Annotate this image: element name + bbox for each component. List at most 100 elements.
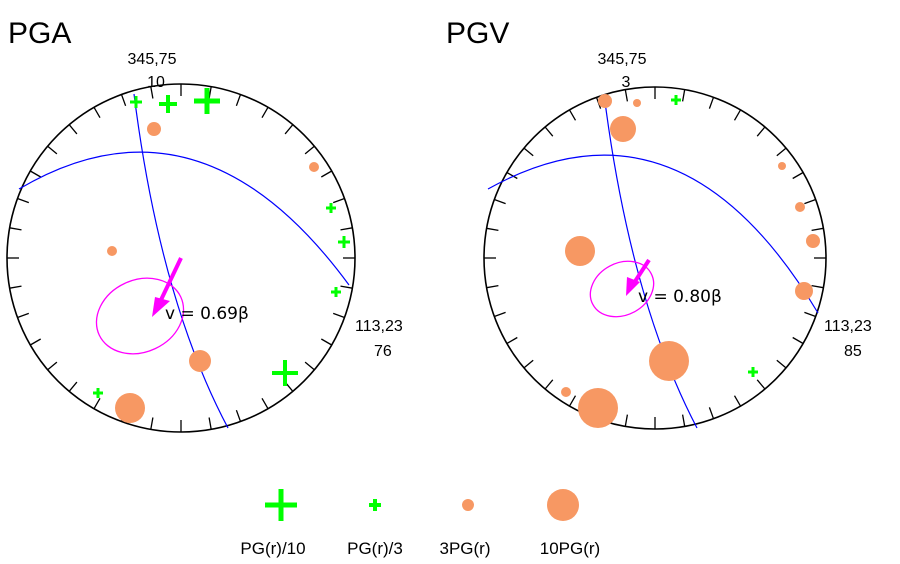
tick-mark: [506, 336, 518, 345]
pga-plus-marker: [331, 287, 341, 297]
pgv-dot-marker: [795, 282, 813, 300]
pgv-dot-marker: [578, 388, 618, 428]
tick-mark: [261, 106, 269, 119]
pga-side-label-azimuth: 113,23: [355, 318, 403, 335]
tick-mark: [811, 227, 824, 232]
tick-mark: [93, 397, 101, 410]
pga-plus-marker: [93, 388, 103, 398]
pgv-plus-marker: [671, 95, 681, 105]
tick-mark: [544, 126, 554, 137]
tick-mark: [776, 147, 787, 157]
pgv-dot-marker: [633, 99, 641, 107]
tick-mark: [68, 124, 78, 135]
pgv-dot-marker: [806, 234, 820, 248]
pgv-plus-marker: [748, 367, 758, 377]
tick-mark: [756, 379, 766, 390]
tick-mark: [804, 198, 816, 205]
tick-mark: [332, 312, 345, 319]
tick-mark: [150, 86, 154, 99]
pgv-side-label-azimuth: 113,23: [824, 318, 872, 335]
tick-mark: [486, 227, 499, 232]
pga-top-label-value: 10: [147, 74, 165, 91]
small-plus-icon: [369, 499, 381, 511]
pga-uncertainty-ellipse: [95, 277, 185, 355]
pga-tick-marks: [7, 84, 355, 432]
pgv-side-label-value: 85: [844, 343, 862, 360]
pgv-top-label-value: 3: [622, 74, 631, 91]
tick-mark: [340, 227, 353, 231]
pga-top-label-azimuth: 345,75: [128, 51, 177, 68]
tick-mark: [320, 170, 333, 178]
tick-mark: [284, 124, 294, 135]
tick-mark: [733, 395, 742, 407]
tick-mark: [776, 359, 787, 369]
pga-plus-marker: [338, 236, 350, 248]
tick-mark: [304, 145, 315, 155]
tick-mark: [235, 409, 242, 422]
legend-item: PG(r)/10: [240, 489, 306, 558]
pgv-velocity-label: v = 0.80β: [638, 287, 722, 307]
pga-great-circle-1: [18, 151, 350, 286]
tick-mark: [494, 311, 506, 318]
pgv-great-circle-1: [487, 154, 819, 314]
tick-mark: [756, 126, 766, 137]
pgv-direction-arrow-shaft: [632, 258, 651, 285]
pga-side-label-value: 76: [374, 343, 392, 360]
pga-direction-arrow-shaft: [158, 257, 183, 303]
tick-mark: [708, 97, 715, 109]
tick-mark: [68, 381, 78, 392]
pgv-stereonet-circle: [483, 86, 827, 430]
tick-mark: [506, 171, 518, 180]
pgv-markers: [561, 94, 820, 428]
pgv-great-circle-2: [603, 93, 698, 429]
tick-mark: [93, 106, 101, 119]
tick-mark: [624, 89, 629, 102]
pga-markers: [93, 88, 350, 423]
tick-mark: [261, 397, 269, 410]
tick-mark: [29, 170, 42, 178]
pgv-panel: PGV 345,75 3 v = 0.80β 113,23 85: [446, 17, 872, 430]
tick-mark: [681, 89, 686, 102]
tick-mark: [486, 284, 499, 289]
tick-mark: [733, 109, 742, 121]
pga-dot-marker: [107, 246, 117, 256]
pgv-dot-marker: [610, 116, 636, 142]
tick-mark: [150, 417, 154, 430]
pgv-top-label-azimuth: 345,75: [598, 51, 647, 68]
tick-mark: [9, 285, 22, 289]
tick-mark: [17, 312, 30, 319]
pga-dot-marker: [309, 162, 319, 172]
legend-label: 3PG(r): [440, 539, 491, 558]
pga-dot-marker: [147, 122, 161, 136]
legend-label: 10PG(r): [540, 539, 600, 558]
legend-label: PG(r)/10: [240, 539, 305, 558]
tick-mark: [208, 417, 212, 430]
pgv-dot-marker: [649, 341, 689, 381]
tick-mark: [792, 336, 804, 345]
legend: PG(r)/10 PG(r)/3 3PG(r) 10PG(r): [240, 489, 600, 558]
tick-mark: [320, 338, 333, 346]
legend-item: PG(r)/3: [347, 499, 403, 558]
pgv-direction-arrow-head: [626, 277, 640, 296]
small-dot-icon: [462, 499, 474, 511]
tick-mark: [523, 147, 534, 157]
tick-mark: [523, 359, 534, 369]
tick-mark: [340, 285, 353, 289]
tick-mark: [120, 94, 127, 107]
tick-mark: [29, 338, 42, 346]
tick-mark: [17, 197, 30, 204]
tick-mark: [494, 198, 506, 205]
pgv-tick-marks: [484, 87, 826, 429]
legend-item: 10PG(r): [540, 489, 600, 558]
pga-dot-marker: [115, 393, 145, 423]
legend-label: PG(r)/3: [347, 539, 403, 558]
pgv-dot-marker: [778, 162, 786, 170]
pgv-uncertainty-ellipse: [589, 260, 655, 318]
pgv-title: PGV: [446, 17, 509, 50]
pgv-dot-marker: [598, 94, 612, 108]
pga-dot-marker: [189, 350, 211, 372]
large-plus-icon: [265, 489, 297, 521]
pga-velocity-label: v = 0.69β: [165, 304, 249, 324]
pgv-dot-marker: [561, 387, 571, 397]
